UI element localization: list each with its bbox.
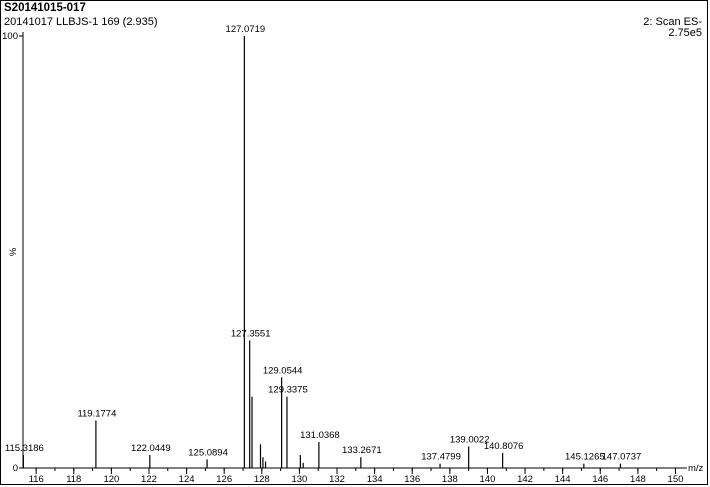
x-tick-label: 122 (141, 474, 157, 485)
x-tick-label: 144 (555, 474, 571, 485)
x-tick-label: 126 (216, 474, 232, 485)
peak-label: 131.0368 (300, 430, 340, 441)
peak-label: 147.0737 (602, 452, 642, 463)
x-tick-label: 132 (329, 474, 345, 485)
peaks (22, 36, 622, 468)
x-tick-label: 128 (254, 474, 270, 485)
x-tick-label: 148 (630, 474, 646, 485)
x-tick-label: 130 (291, 474, 307, 485)
x-tick-label: 116 (29, 474, 44, 485)
scan-label: 2: Scan ES- (643, 16, 702, 28)
x-tick-label: 118 (66, 474, 81, 485)
y-tick-label: 100 (2, 31, 18, 42)
x-tick-label: 140 (480, 474, 496, 485)
sample-title: S20141015-017 (4, 2, 86, 14)
peak-label: 119.1774 (77, 408, 116, 419)
peak-label: 127.3551 (231, 329, 271, 340)
peak-label: 140.8076 (484, 441, 524, 452)
x-axis-label: m/z (688, 463, 704, 474)
intensity-scale: 2.75e5 (668, 27, 702, 39)
x-tick-label: 136 (404, 474, 420, 485)
peak-label: 133.2671 (342, 445, 382, 456)
x-tick-label: 124 (179, 474, 195, 485)
peak-label: 127.0719 (226, 24, 266, 35)
x-tick-label: 142 (517, 474, 533, 485)
sample-subtitle: 20141017 LLBJS-1 169 (2.935) (4, 16, 158, 28)
peak-label: 129.3375 (268, 385, 308, 396)
peak-label: 125.0894 (188, 447, 228, 458)
peak-label: 129.0544 (263, 365, 303, 376)
peak-label: 115.3186 (5, 443, 44, 454)
x-tick-label: 134 (367, 474, 383, 485)
axes: 116 118 120 122 124 126 128 130 132 134 136 138 140 1… (2, 31, 703, 485)
y-tick-label: 0 (13, 463, 18, 474)
peak-label: 145.1265 (565, 452, 605, 463)
peak-labels: 115.3186 119.1774 122.0449 125.0894 127.0719… (5, 24, 641, 463)
x-tick-label: 150 (668, 474, 684, 485)
x-tick-label: 146 (592, 474, 608, 485)
peak-label: 122.0449 (131, 443, 171, 454)
peak-label: 137.4799 (421, 452, 461, 463)
x-tick-label: 138 (442, 474, 458, 485)
y-axis-label: % (8, 247, 19, 256)
peak-label: 139.0022 (450, 434, 490, 445)
x-tick-label: 120 (103, 474, 119, 485)
